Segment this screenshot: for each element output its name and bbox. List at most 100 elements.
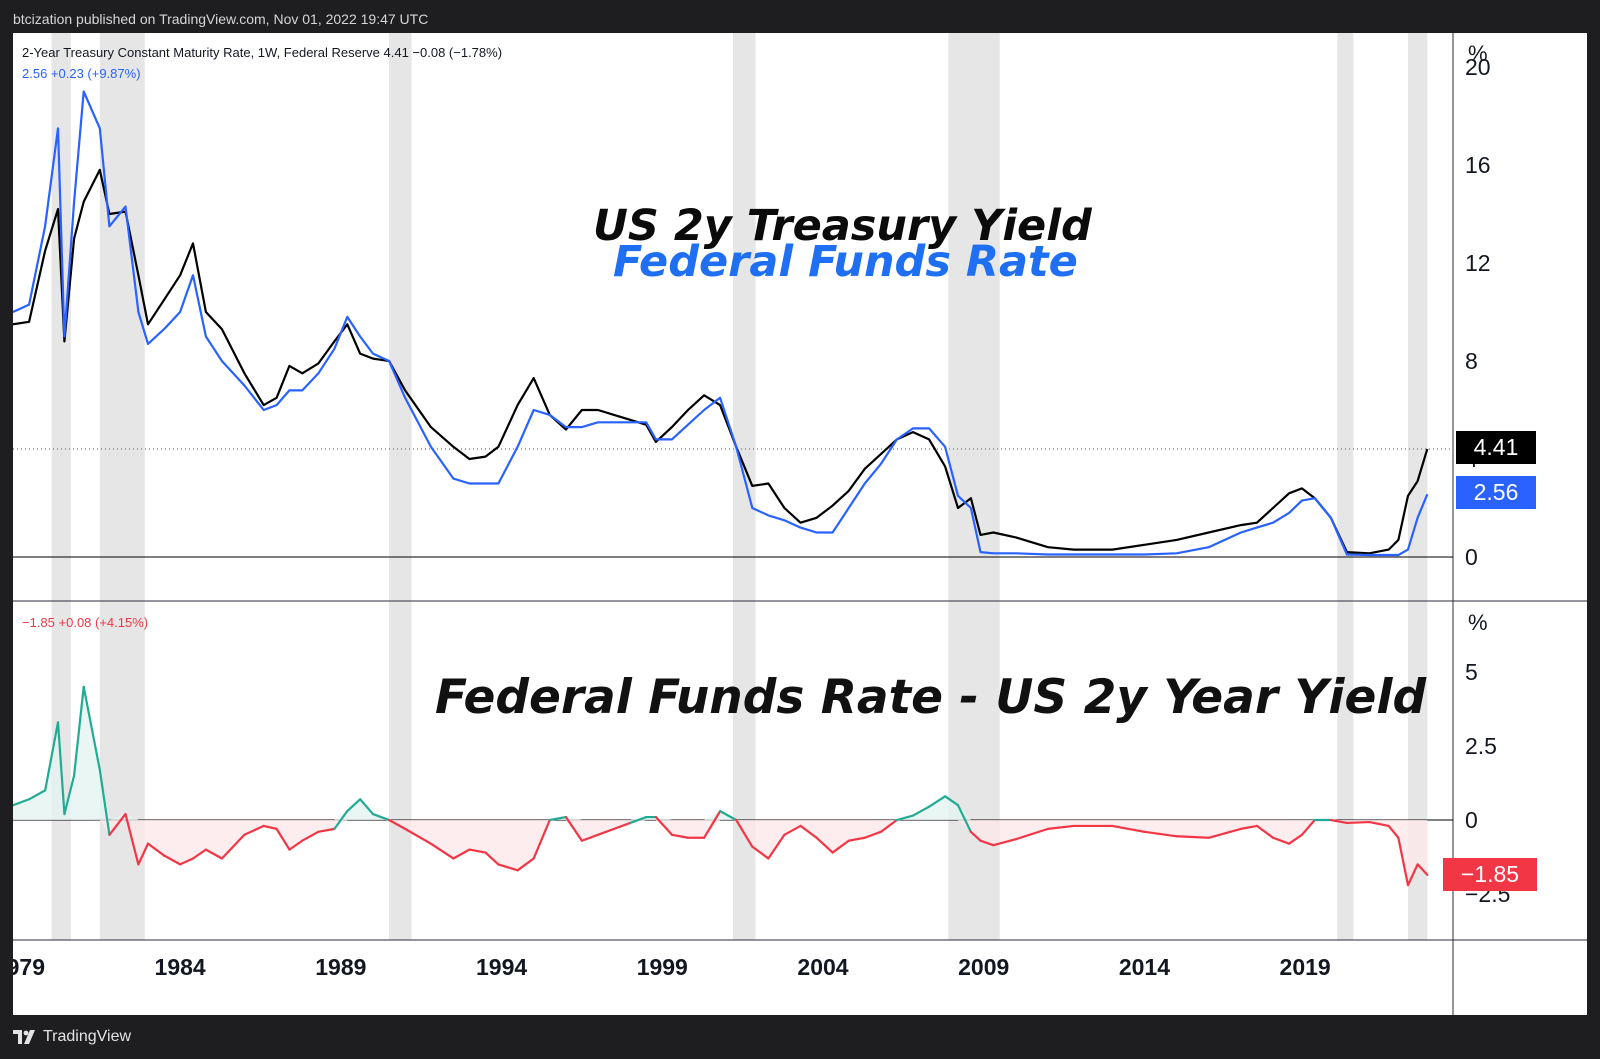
spread-segment-22 [301, 830, 320, 842]
spread-segment-16 [204, 848, 224, 860]
spread-segment-6 [72, 685, 85, 777]
spread-segment-2 [27, 789, 47, 801]
recession-band-4 [948, 33, 1000, 940]
spread-segment-17 [220, 833, 246, 860]
y-tick-bottom-0: 0 [1465, 807, 1478, 833]
spread-segment-61 [927, 795, 947, 808]
spread-segment-83 [1387, 824, 1400, 839]
footer-brand[interactable]: TradingView [43, 1028, 132, 1045]
spread-segment-20 [275, 827, 291, 851]
spread-segment-55 [831, 839, 850, 854]
spread-segment-53 [799, 824, 818, 839]
spread-segment-41 [612, 821, 632, 830]
spread-segment-14 [179, 857, 195, 866]
spread-segment-10 [124, 812, 140, 866]
spread-segment-66 [992, 838, 1017, 847]
spread-negative-fill [13, 820, 1428, 886]
spread-segment-50 [751, 845, 770, 860]
x-tick-1984: 1984 [155, 954, 206, 980]
spread-segment-75 [1255, 824, 1275, 839]
legend-treasury: 2-Year Treasury Constant Maturity Rate, … [22, 45, 503, 60]
legend-spread: −1.85 +0.08 (+4.15%) [22, 615, 149, 630]
spread-segment-80 [1329, 818, 1349, 825]
spread-segment-63 [956, 804, 972, 833]
spread-segment-77 [1287, 833, 1304, 845]
spread-segment-48 [719, 810, 738, 822]
y-tick-top-12: 12 [1465, 250, 1491, 276]
spread-segment-67 [1014, 827, 1050, 841]
spread-segment-23 [317, 827, 336, 833]
spread-segment-62 [944, 795, 960, 807]
x-tick-1989: 1989 [315, 954, 366, 980]
spread-segment-1 [11, 798, 31, 807]
y-tick-top-0: 0 [1465, 544, 1478, 570]
y-tick-bottom-2.5: 2.5 [1465, 733, 1497, 759]
chart-svg[interactable]: 048121620−2.502.551979198419891994199920… [0, 33, 1587, 1015]
spread-segment-52 [783, 824, 802, 836]
recession-band-2 [389, 33, 412, 940]
spread-segment-25 [346, 798, 362, 813]
spread-segment-15 [191, 848, 207, 860]
spread-segment-34 [497, 863, 519, 872]
spread-segment-59 [895, 814, 915, 822]
spread-segment-19 [262, 824, 278, 830]
chart-area[interactable]: 048121620−2.502.551979198419891994199920… [0, 33, 1587, 1015]
spread-segment-85 [1406, 863, 1419, 887]
spread-segment-42 [629, 815, 648, 825]
publish-header: btcization published on TradingView.com,… [13, 11, 429, 27]
spread-segment-60 [911, 805, 931, 817]
y-tick-top-8: 8 [1465, 348, 1478, 374]
spread-segment-51 [767, 833, 786, 860]
spread-segment-30 [429, 842, 455, 860]
spread-segment-9 [108, 812, 127, 836]
spread-segment-31 [452, 848, 471, 860]
spread-segment-74 [1239, 824, 1259, 830]
spread-segment-7 [82, 685, 101, 771]
spread-segment-35 [516, 857, 535, 872]
spread-segment-26 [359, 798, 375, 816]
spread-segment-47 [702, 810, 722, 839]
spread-segment-33 [484, 851, 500, 866]
spread-segment-72 [1175, 835, 1210, 839]
last-value-treasury: 4.41 [1456, 431, 1536, 464]
spread-segment-86 [1416, 863, 1429, 876]
title-spread: Federal Funds Rate - US 2y Year Yield [435, 670, 1427, 725]
spread-segment-13 [162, 854, 182, 866]
spread-segment-28 [387, 818, 407, 830]
spread-segment-56 [847, 836, 866, 842]
spread-segment-70 [1111, 824, 1146, 833]
x-tick-1979: 1979 [13, 954, 45, 980]
spread-segment-78 [1300, 818, 1316, 836]
x-tick-2019: 2019 [1280, 954, 1331, 980]
spread-segment-3 [44, 721, 60, 792]
series-line-treasury[interactable] [12, 168, 1429, 555]
spread-segment-11 [137, 842, 150, 866]
spread-segment-37 [548, 815, 567, 822]
spread-segment-45 [670, 833, 690, 839]
spread-segment-65 [979, 839, 995, 847]
spread-segment-24 [333, 810, 349, 830]
spread-segment-18 [243, 824, 265, 836]
unit-bottom: % [1468, 610, 1488, 635]
spread-segment-27 [371, 812, 391, 822]
spread-segment-82 [1368, 820, 1390, 828]
y-tick-top-16: 16 [1465, 152, 1491, 178]
spread-segment-84 [1397, 836, 1410, 887]
last-value-spread: −1.85 [1443, 858, 1537, 891]
spread-segment-64 [969, 830, 982, 842]
tradingview-logo-icon [13, 1030, 37, 1044]
spread-segment-4 [56, 721, 66, 816]
y-tick-top-20: 20 [1465, 54, 1491, 80]
spread-segment-54 [815, 836, 834, 854]
recession-band-3 [733, 33, 756, 940]
series-line-fed-funds[interactable] [12, 90, 1429, 557]
spread-segment-36 [532, 818, 551, 860]
spread-segment-38 [564, 815, 584, 842]
spread-segment-8 [98, 768, 111, 836]
title-treasury: US 2y Treasury Yield [593, 201, 1092, 251]
spread-segment-5 [63, 774, 76, 816]
spread-segment-29 [404, 827, 432, 845]
legend-fed-funds: 2.56 +0.23 (+9.87%) [22, 66, 141, 81]
recession-band-1 [99, 33, 145, 940]
spread-segment-12 [146, 842, 166, 857]
